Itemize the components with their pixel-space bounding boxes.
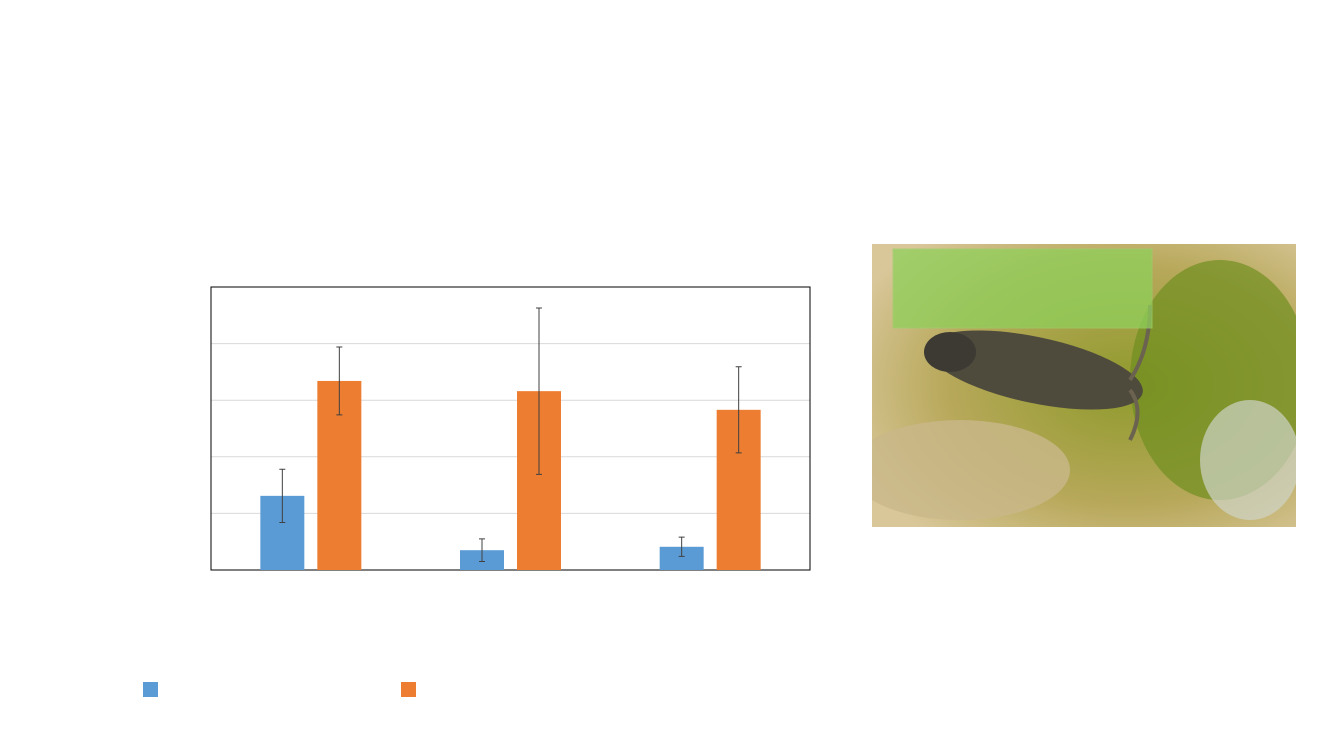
isopod-body <box>927 330 1143 410</box>
bar <box>659 546 704 570</box>
rock-patch <box>872 420 1070 520</box>
plot-frame <box>210 286 811 571</box>
legend-swatch <box>143 682 158 697</box>
error-bar <box>279 468 286 523</box>
rock-patch <box>1200 400 1296 520</box>
error-bar <box>536 307 542 475</box>
error-bar <box>479 538 485 563</box>
legend-swatch <box>401 682 416 697</box>
error-bar <box>735 366 742 454</box>
chart <box>143 286 811 697</box>
error-bar <box>678 536 685 557</box>
isopod-head <box>924 332 976 372</box>
error-bar <box>336 346 343 416</box>
overlay-box <box>892 248 1153 329</box>
